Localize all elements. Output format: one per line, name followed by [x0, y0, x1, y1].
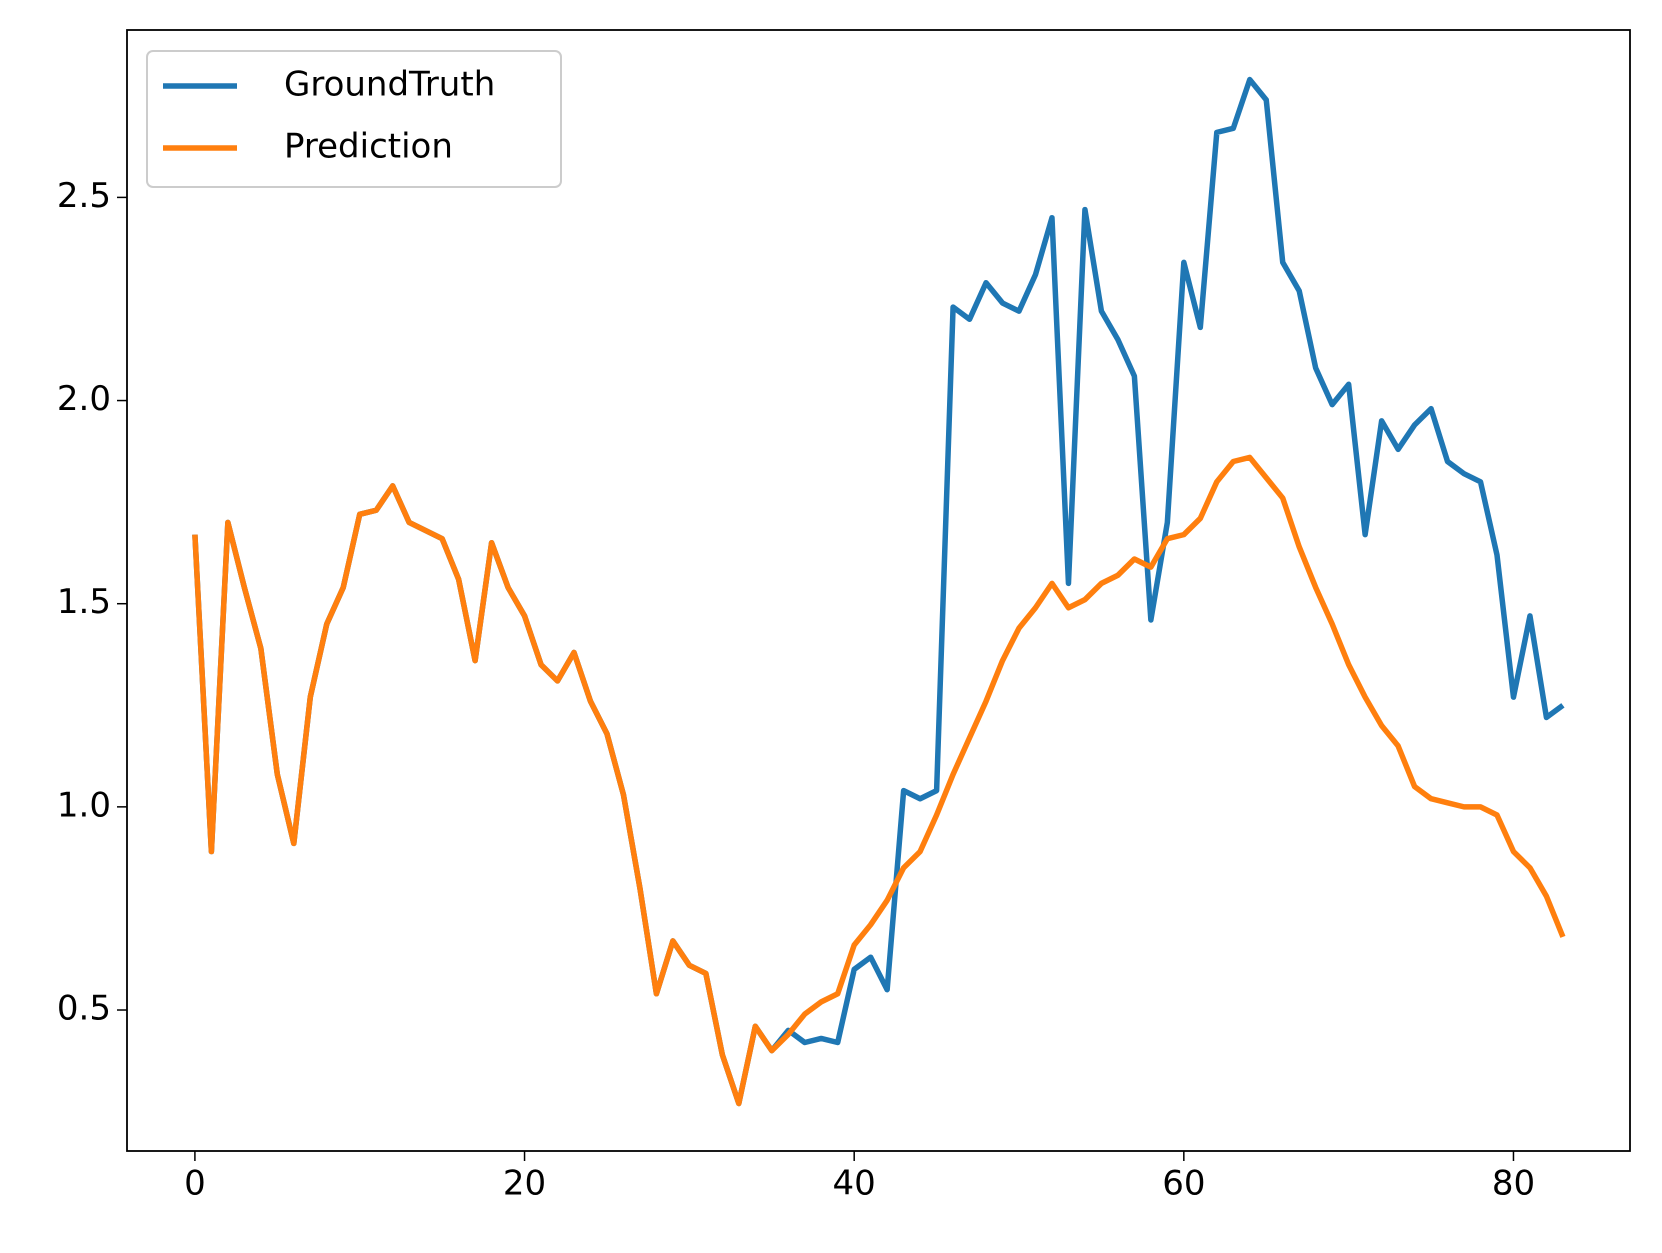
- x-tick-label: 60: [1162, 1164, 1205, 1204]
- x-tick-label: 80: [1492, 1164, 1535, 1204]
- legend-box: [146, 50, 562, 188]
- data-line: [192, 76, 1565, 1107]
- legend-label: Prediction: [284, 127, 453, 167]
- y-tick-label: 0.5: [57, 989, 111, 1029]
- plot-frame: [126, 29, 1631, 1152]
- x-tick-label: 0: [184, 1164, 206, 1204]
- y-tick-label: 2.5: [57, 176, 111, 216]
- x-tick-label: 40: [833, 1164, 876, 1204]
- y-tick-label: 1.0: [57, 785, 111, 825]
- data-line: [192, 454, 1566, 1107]
- x-tick-label: 20: [503, 1164, 546, 1204]
- y-tick-label: 2.0: [57, 379, 111, 419]
- legend-label: GroundTruth: [284, 65, 495, 105]
- y-tick-label: 1.5: [57, 582, 111, 622]
